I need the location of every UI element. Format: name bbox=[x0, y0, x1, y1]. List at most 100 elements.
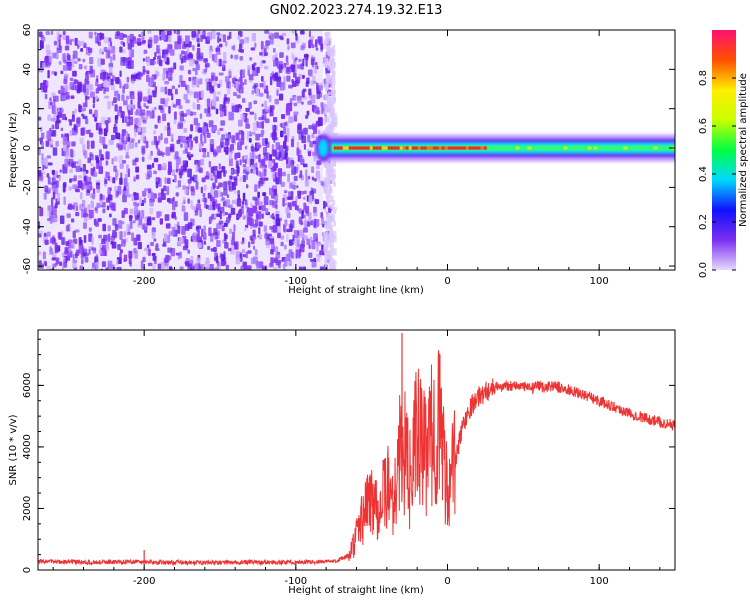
noise-speck bbox=[126, 143, 130, 152]
noise-speck bbox=[298, 131, 303, 141]
noise-speck bbox=[62, 30, 66, 36]
noise-speck bbox=[42, 85, 48, 93]
noise-speck bbox=[192, 111, 197, 116]
noise-speck bbox=[158, 135, 161, 144]
noise-speck bbox=[40, 126, 43, 132]
noise-speck bbox=[218, 38, 222, 42]
noise-speck bbox=[224, 242, 229, 249]
noise-speck bbox=[83, 184, 89, 190]
noise-speck bbox=[120, 249, 123, 254]
noise-speck bbox=[208, 172, 214, 179]
signal-core-segment bbox=[423, 146, 427, 150]
noise-speck bbox=[302, 58, 305, 67]
noise-speck bbox=[232, 92, 237, 97]
noise-speck bbox=[175, 168, 178, 173]
snr-y-tick-label: 0 bbox=[22, 567, 33, 573]
colorbar-tick-label: 0.2 bbox=[698, 214, 709, 230]
noise-speck bbox=[147, 39, 153, 48]
noise-speck bbox=[72, 259, 77, 269]
noise-edge-speck bbox=[325, 180, 329, 188]
noise-speck bbox=[214, 267, 219, 270]
noise-speck bbox=[286, 212, 291, 219]
noise-speck bbox=[216, 240, 221, 247]
noise-edge-speck bbox=[323, 41, 327, 49]
noise-speck bbox=[216, 58, 220, 66]
noise-speck bbox=[240, 113, 245, 121]
noise-speck bbox=[228, 68, 232, 77]
noise-speck bbox=[275, 53, 278, 57]
noise-speck bbox=[58, 89, 61, 94]
noise-speck bbox=[42, 251, 46, 260]
noise-speck bbox=[281, 148, 285, 158]
noise-speck bbox=[121, 239, 126, 247]
noise-speck bbox=[266, 241, 270, 249]
noise-speck bbox=[266, 152, 270, 161]
noise-speck bbox=[317, 36, 323, 44]
noise-speck bbox=[233, 176, 238, 181]
noise-speck bbox=[154, 193, 157, 199]
noise-speck bbox=[109, 201, 113, 208]
signal-band-core bbox=[333, 146, 675, 150]
noise-speck bbox=[197, 159, 201, 168]
noise-speck bbox=[102, 144, 108, 149]
noise-speck bbox=[140, 202, 145, 206]
noise-speck bbox=[87, 181, 93, 191]
noise-speck bbox=[176, 30, 181, 35]
noise-speck bbox=[303, 214, 306, 219]
noise-speck bbox=[220, 120, 226, 126]
noise-speck bbox=[141, 145, 146, 154]
noise-speck bbox=[52, 105, 57, 115]
noise-edge-speck bbox=[332, 264, 336, 270]
noise-speck bbox=[164, 81, 169, 85]
noise-speck bbox=[59, 169, 62, 173]
noise-speck bbox=[85, 72, 89, 81]
noise-speck bbox=[223, 181, 228, 191]
noise-speck bbox=[244, 226, 247, 232]
signal-core-segment bbox=[456, 146, 460, 150]
noise-speck bbox=[252, 245, 256, 250]
noise-speck bbox=[309, 38, 313, 46]
noise-edge-speck bbox=[325, 62, 331, 69]
noise-speck bbox=[272, 59, 276, 67]
noise-speck bbox=[151, 217, 156, 221]
noise-speck bbox=[121, 129, 127, 134]
noise-speck bbox=[216, 32, 221, 36]
noise-speck bbox=[206, 151, 210, 158]
noise-speck bbox=[154, 106, 157, 111]
noise-speck bbox=[291, 200, 297, 207]
noise-speck bbox=[230, 207, 236, 215]
noise-edge-speck bbox=[331, 163, 337, 167]
noise-speck bbox=[82, 102, 88, 108]
noise-speck bbox=[301, 90, 305, 98]
noise-speck bbox=[113, 123, 117, 129]
noise-speck bbox=[293, 72, 297, 78]
noise-speck bbox=[83, 176, 87, 182]
noise-speck bbox=[298, 174, 302, 179]
noise-speck bbox=[288, 191, 293, 200]
noise-speck bbox=[75, 212, 80, 217]
noise-speck bbox=[233, 76, 236, 84]
noise-speck bbox=[166, 57, 170, 65]
noise-speck bbox=[188, 41, 192, 48]
noise-edge-speck bbox=[324, 247, 329, 255]
noise-speck bbox=[107, 49, 110, 58]
noise-speck bbox=[117, 244, 121, 251]
noise-speck bbox=[200, 90, 204, 98]
noise-speck bbox=[292, 181, 296, 185]
noise-speck bbox=[218, 72, 224, 76]
snr-x-label: Height of straight line (km) bbox=[288, 585, 424, 596]
noise-speck bbox=[221, 166, 226, 173]
noise-speck bbox=[122, 160, 126, 164]
noise-speck bbox=[123, 186, 127, 191]
noise-speck bbox=[158, 150, 163, 156]
noise-speck bbox=[271, 212, 275, 217]
noise-speck bbox=[134, 128, 137, 137]
noise-speck bbox=[272, 74, 276, 79]
noise-speck bbox=[108, 63, 114, 68]
noise-speck bbox=[323, 200, 326, 210]
noise-speck bbox=[187, 249, 191, 254]
noise-speck bbox=[258, 221, 263, 227]
noise-edge-speck bbox=[326, 195, 329, 201]
signal-core-segment bbox=[653, 146, 658, 150]
noise-speck bbox=[147, 30, 152, 34]
